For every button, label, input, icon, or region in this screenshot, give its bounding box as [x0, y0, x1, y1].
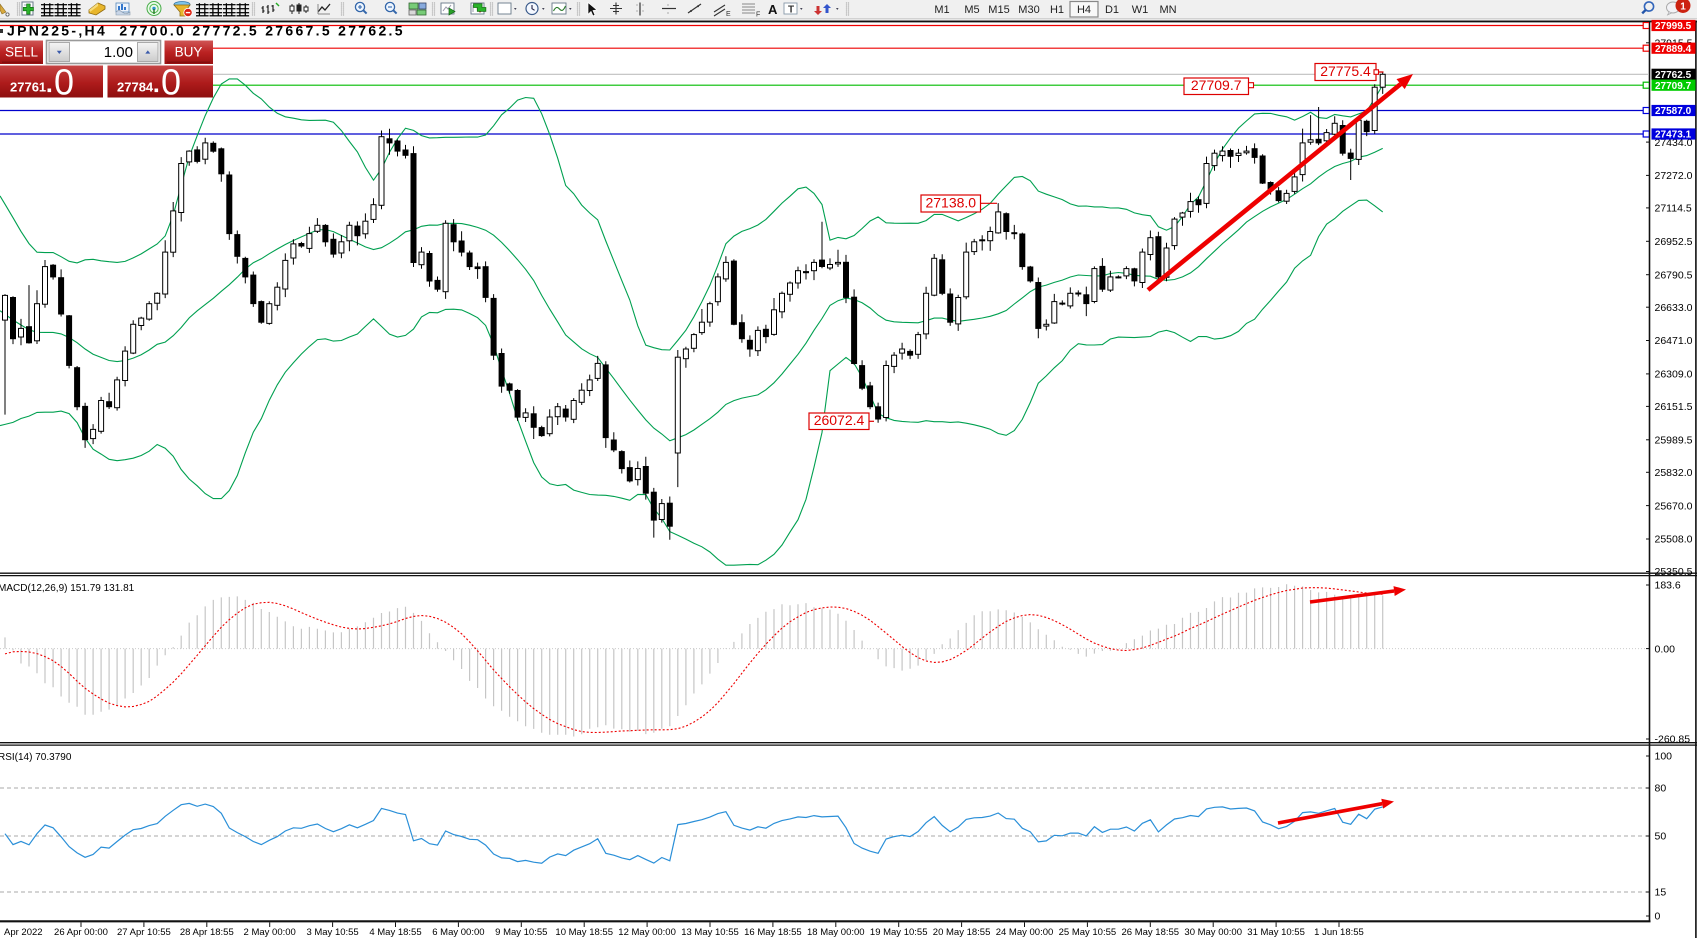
- svg-text:27114.5: 27114.5: [1655, 203, 1692, 215]
- svg-text:JPN225-,H4 27700.0 27772.5 27: JPN225-,H4 27700.0 27772.5 27667.5 27762…: [7, 23, 405, 39]
- svg-text:26790.5: 26790.5: [1655, 269, 1693, 281]
- svg-text:20 May 18:55: 20 May 18:55: [933, 927, 991, 938]
- svg-text:27709.7: 27709.7: [1655, 81, 1692, 92]
- svg-text:0: 0: [161, 62, 181, 103]
- svg-text:SELL: SELL: [5, 45, 39, 60]
- svg-text:28 Apr 18:55: 28 Apr 18:55: [180, 927, 234, 938]
- svg-text:H1: H1: [1050, 4, 1064, 16]
- svg-text:E: E: [726, 11, 731, 18]
- svg-text:27889.4: 27889.4: [1655, 44, 1692, 55]
- svg-text:T: T: [788, 5, 794, 16]
- svg-text:1: 1: [1680, 2, 1686, 13]
- svg-text:27999.5: 27999.5: [1655, 21, 1692, 32]
- svg-text:M1: M1: [934, 4, 949, 16]
- svg-text:M15: M15: [988, 4, 1009, 16]
- svg-text:16 May 18:55: 16 May 18:55: [744, 927, 802, 938]
- svg-text:BUY: BUY: [175, 45, 203, 60]
- svg-text:0: 0: [54, 62, 74, 103]
- svg-text:25989.5: 25989.5: [1655, 435, 1693, 447]
- svg-text:80: 80: [1655, 783, 1667, 795]
- svg-text:1 Jun 18:55: 1 Jun 18:55: [1314, 927, 1364, 938]
- svg-text:27434.0: 27434.0: [1655, 137, 1693, 149]
- svg-text:26072.4: 26072.4: [814, 412, 865, 428]
- svg-text:25670.0: 25670.0: [1655, 500, 1693, 512]
- svg-text:50: 50: [1655, 831, 1667, 843]
- svg-text:Apr 2022: Apr 2022: [4, 927, 43, 938]
- svg-text:27709.7: 27709.7: [1191, 77, 1242, 93]
- svg-text:9 May 10:55: 9 May 10:55: [495, 927, 547, 938]
- svg-text:26633.0: 26633.0: [1655, 302, 1693, 314]
- svg-text:-260.85: -260.85: [1655, 734, 1691, 746]
- svg-text:D1: D1: [1105, 4, 1119, 16]
- svg-text:MN: MN: [1159, 4, 1176, 16]
- svg-text:24 May 00:00: 24 May 00:00: [996, 927, 1054, 938]
- svg-text:25350.5: 25350.5: [1655, 566, 1693, 578]
- svg-text:27762.5: 27762.5: [1655, 70, 1692, 81]
- svg-text:F: F: [756, 12, 760, 19]
- svg-text:0: 0: [1655, 911, 1661, 923]
- svg-text:26 May 18:55: 26 May 18:55: [1122, 927, 1180, 938]
- svg-text:19 May 10:55: 19 May 10:55: [870, 927, 928, 938]
- svg-text:M5: M5: [964, 4, 979, 16]
- svg-text:27138.0: 27138.0: [925, 195, 976, 211]
- svg-text:25832.0: 25832.0: [1655, 467, 1693, 479]
- svg-text:26471.0: 26471.0: [1655, 335, 1693, 347]
- svg-text:0.00: 0.00: [1655, 643, 1676, 655]
- svg-text:6 May 00:00: 6 May 00:00: [432, 927, 484, 938]
- svg-text:27775.4: 27775.4: [1320, 63, 1371, 79]
- svg-text:4 May 18:55: 4 May 18:55: [369, 927, 421, 938]
- svg-text:100: 100: [1655, 751, 1673, 763]
- svg-text:26 Apr 00:00: 26 Apr 00:00: [54, 927, 108, 938]
- svg-text:25 May 10:55: 25 May 10:55: [1059, 927, 1117, 938]
- svg-text:H4: H4: [1077, 4, 1091, 16]
- svg-text:27272.0: 27272.0: [1655, 170, 1693, 182]
- svg-text:27587.0: 27587.0: [1655, 106, 1692, 117]
- svg-text:27784: 27784: [117, 80, 154, 95]
- svg-text:27761: 27761: [10, 80, 46, 95]
- svg-text:27 Apr 10:55: 27 Apr 10:55: [117, 927, 171, 938]
- svg-text:A: A: [768, 2, 778, 17]
- svg-text:10 May 18:55: 10 May 18:55: [555, 927, 613, 938]
- svg-text:W1: W1: [1132, 4, 1149, 16]
- svg-text:RSI(14) 70.3790: RSI(14) 70.3790: [0, 752, 72, 763]
- svg-text:15: 15: [1655, 887, 1667, 899]
- svg-text:26952.5: 26952.5: [1655, 236, 1693, 248]
- svg-text:183.6: 183.6: [1655, 580, 1681, 592]
- svg-text:31 May 10:55: 31 May 10:55: [1247, 927, 1305, 938]
- svg-text:30 May 00:00: 30 May 00:00: [1184, 927, 1242, 938]
- svg-text:25508.0: 25508.0: [1655, 534, 1693, 546]
- svg-text:3 May 10:55: 3 May 10:55: [306, 927, 358, 938]
- svg-text:1.00: 1.00: [104, 44, 133, 61]
- svg-text:27473.1: 27473.1: [1655, 130, 1692, 141]
- svg-text:2 May 00:00: 2 May 00:00: [244, 927, 296, 938]
- svg-text:26151.5: 26151.5: [1655, 401, 1693, 413]
- svg-text:18 May 00:00: 18 May 00:00: [807, 927, 865, 938]
- svg-text:12 May 00:00: 12 May 00:00: [618, 927, 676, 938]
- svg-text:MACD(12,26,9) 151.79 131.81: MACD(12,26,9) 151.79 131.81: [0, 583, 135, 594]
- svg-text:13 May 10:55: 13 May 10:55: [681, 927, 739, 938]
- svg-text:26309.0: 26309.0: [1655, 369, 1693, 381]
- svg-text:M30: M30: [1018, 4, 1039, 16]
